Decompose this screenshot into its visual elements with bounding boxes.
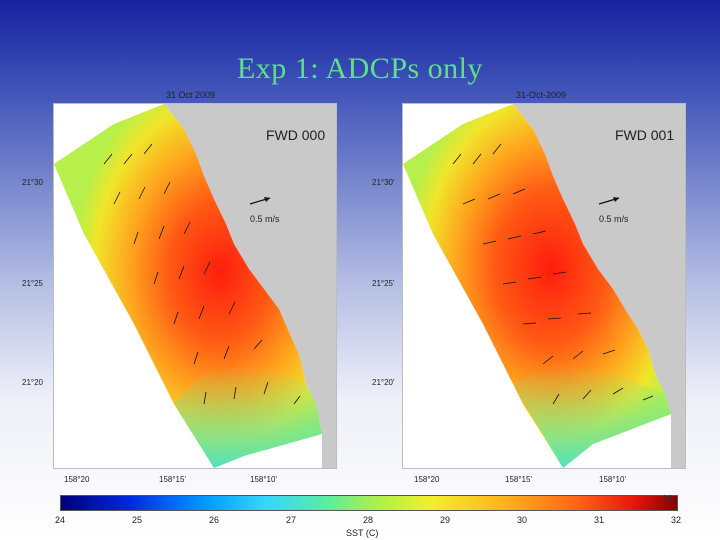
lon-label-right-3: 158°10' <box>599 475 626 484</box>
colorbar-tick: 25 <box>131 515 143 525</box>
colorbar-corner-text: 18 <box>661 494 673 505</box>
lon-label-left-2: 158°15' <box>159 475 186 484</box>
lat-label-right-1: 21°30' <box>372 178 395 187</box>
map-svg-right: FWD 001 0.5 m/s <box>403 104 685 468</box>
run-label: FWD 001 <box>615 127 674 143</box>
velocity-vectors <box>452 143 654 405</box>
colorbar-label: SST (C) <box>346 528 379 538</box>
lat-label-left-2: 21°25 <box>22 279 43 288</box>
scale-label: 0.5 m/s <box>599 214 629 224</box>
land-area <box>164 104 336 468</box>
colorbar-tick: 30 <box>516 515 528 525</box>
lon-label-left-1: 158°20 <box>64 475 90 484</box>
colorbar-tick: 29 <box>439 515 451 525</box>
map-panel-left: FWD 000 0.5 m/s <box>53 103 337 469</box>
lon-label-right-2: 158°15' <box>505 475 532 484</box>
lon-label-left-3: 158°10' <box>250 475 277 484</box>
sst-cool-region <box>174 364 322 468</box>
map-svg-left: FWD 000 0.5 m/s <box>54 104 336 468</box>
land-area <box>513 104 685 468</box>
map-panel-right: FWD 001 0.5 m/s <box>402 103 686 469</box>
colorbar-tick: 24 <box>54 515 66 525</box>
colorbar-tick: 27 <box>285 515 297 525</box>
scale-arrow-head <box>264 197 270 202</box>
sst-cool-region <box>513 364 671 468</box>
slide-title: Exp 1: ADCPs only <box>236 52 484 85</box>
colorbar-tick: 32 <box>670 515 682 525</box>
velocity-vectors <box>103 143 301 405</box>
sst-colorbar: 18 <box>60 494 678 511</box>
scale-arrow-head <box>613 197 619 202</box>
lat-label-left-3: 21°20 <box>22 378 43 387</box>
colorbar-tick: 26 <box>208 515 220 525</box>
run-label: FWD 000 <box>266 127 325 143</box>
map-date-left: 31 Oct 2009 <box>166 90 216 100</box>
lat-label-right-3: 21°20' <box>372 378 395 387</box>
colorbar-tick: 28 <box>362 515 374 525</box>
scale-label: 0.5 m/s <box>250 214 280 224</box>
lat-label-right-2: 21°25' <box>372 279 395 288</box>
lat-label-left-1: 21°30 <box>22 178 43 187</box>
map-date-right: 31-Oct-2009 <box>516 90 567 100</box>
colorbar-tick: 31 <box>593 515 605 525</box>
lon-label-right-1: 158°20 <box>414 475 440 484</box>
